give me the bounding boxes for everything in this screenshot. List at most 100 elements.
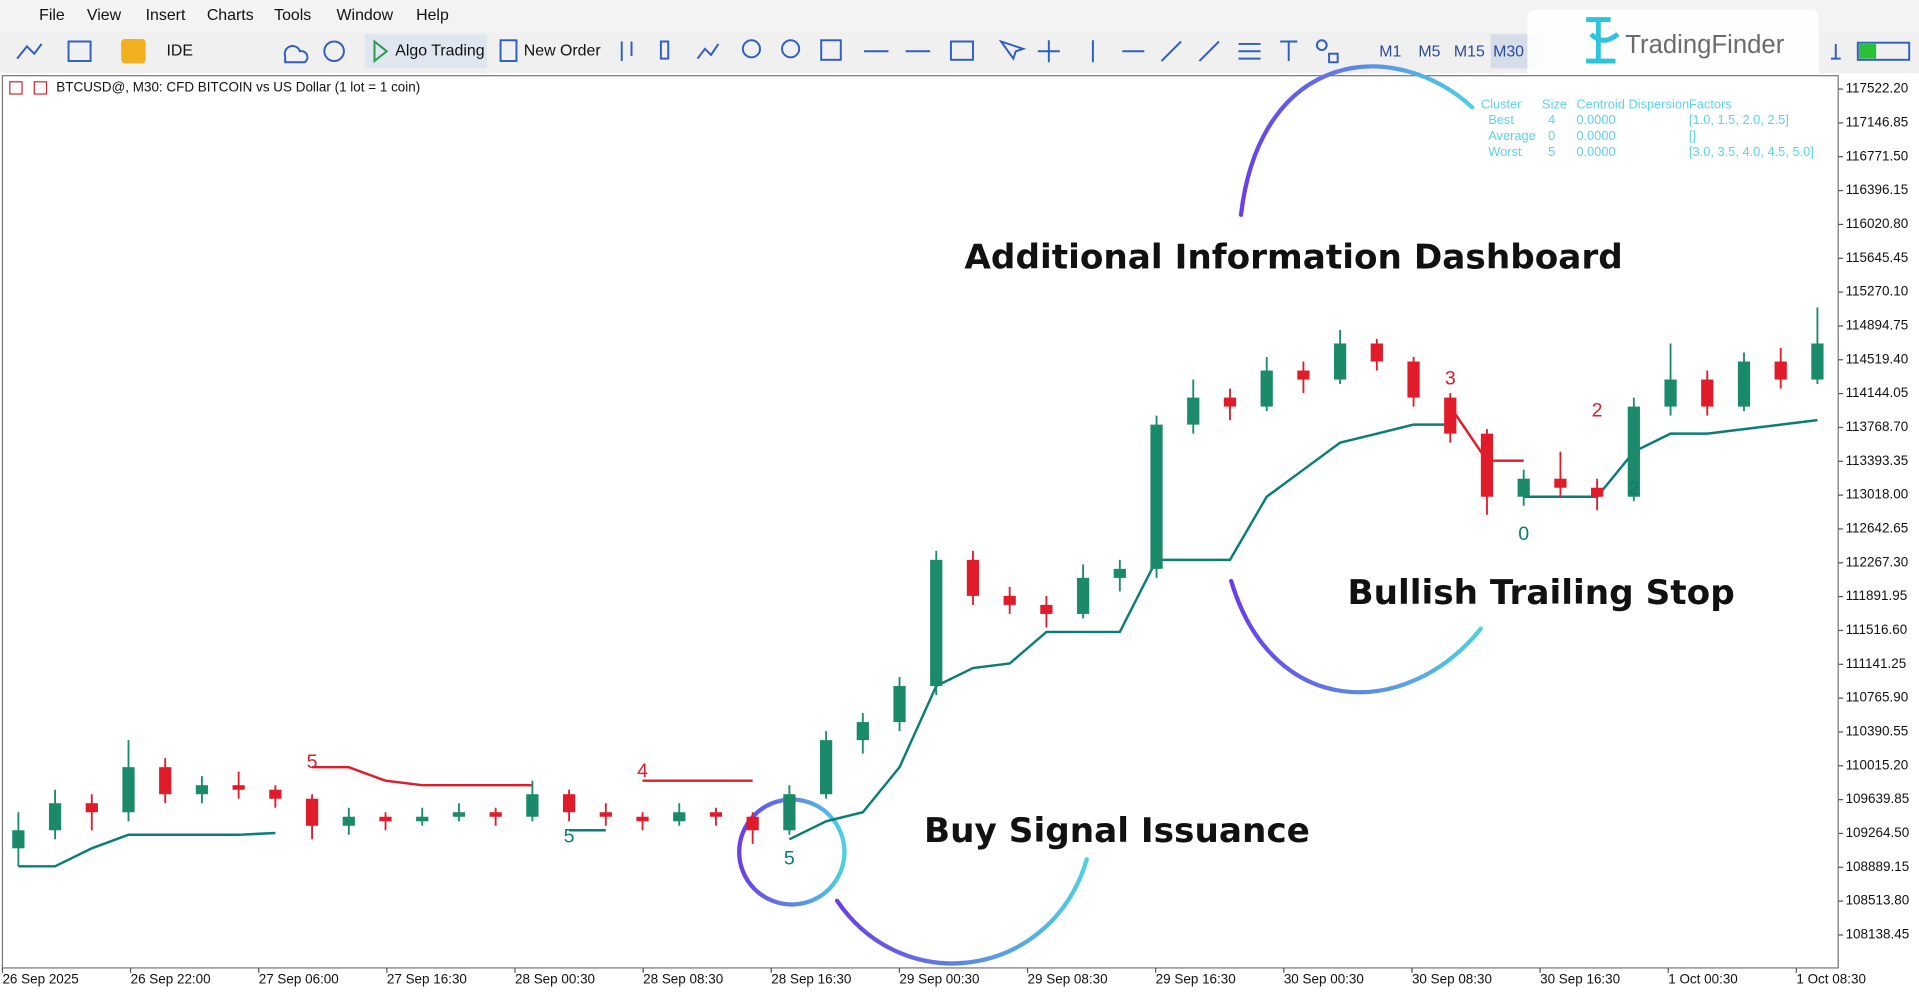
algo-button[interactable] [364,34,488,69]
dashboard-cell: 5 [1548,144,1555,159]
chart-area [1,75,1839,969]
menu-item[interactable]: Charts [207,7,254,24]
menu-item[interactable]: Tools [274,7,311,24]
candle-body [1444,397,1457,434]
x-tick-label: 29 Sep 16:30 [1156,972,1236,987]
candle-body [1480,433,1494,497]
menu-item[interactable]: File [39,7,65,24]
menu-item[interactable]: Window [337,7,394,24]
y-tick-label: 115645.45 [1846,250,1909,265]
dashboard-cell: [1.0, 1.5, 2.0, 2.5] [1689,112,1789,127]
dashboard-cell: [3.0, 3.5, 4.0, 4.5, 5.0] [1689,144,1814,159]
candle-body [305,798,319,826]
signal-label: 5 [564,826,575,848]
dashboard-cell: 0.0000 [1576,144,1615,159]
candle-body [819,740,833,795]
candle-body [526,794,539,817]
dashboard-header: Centroid Dispersion [1576,96,1689,111]
y-tick-label: 113018.00 [1846,487,1909,502]
candle-body [48,803,62,831]
y-tick-label: 117522.20 [1846,81,1909,96]
x-tick-label: 27 Sep 06:00 [259,972,339,987]
candle-body [1774,361,1787,380]
candle-body [232,785,245,790]
timeframe[interactable]: M5 [1418,44,1440,61]
candle-body [636,816,649,822]
timeframe[interactable]: M30 [1493,44,1524,61]
logo: TradingFinder [1625,31,1784,59]
icon [9,81,23,95]
dashboard-header: Size [1542,96,1567,111]
dashboard-cell: Best [1488,112,1514,127]
candle-body [1664,379,1677,407]
candle-body [1223,397,1237,407]
signal-label: 0 [1518,523,1529,545]
y-tick-label: 116020.80 [1846,216,1909,231]
menu-item[interactable]: Help [416,7,449,24]
candle-body [1627,406,1640,497]
candle-body [1811,343,1824,380]
dashboard-cell: Worst [1488,144,1522,159]
toolbar-button[interactable]: IDE [166,42,193,59]
dashboard-cell: 0.0000 [1576,128,1615,143]
toolbar-button[interactable]: Algo Trading [395,42,484,59]
candle-body [783,794,796,831]
candle-body [746,816,759,831]
trailing-stop [1523,418,1818,498]
candle-body [122,767,135,813]
candle-body [562,794,576,813]
signal-label: 5 [307,751,318,773]
x-tick-label: 28 Sep 16:30 [771,972,851,987]
annotation: Buy Signal Issuance [924,811,1310,851]
y-tick-label: 112267.30 [1846,554,1909,569]
candle-body [416,816,429,822]
candle-body [195,785,209,795]
trailing-stop [18,831,276,868]
x-tick-label: 1 Oct 08:30 [1796,972,1866,987]
signal-label: 5 [784,847,795,869]
candle-body [673,812,686,822]
timeframe[interactable]: M1 [1379,44,1401,61]
x-tick-label: 30 Sep 00:30 [1284,972,1364,987]
candle-body [1591,487,1604,497]
candle-body [159,767,172,795]
candle-body [1554,478,1567,488]
timeframe[interactable]: M15 [1454,44,1485,61]
candle-body [452,812,466,817]
y-tick-label: 109639.85 [1846,791,1910,806]
y-tick-label: 113768.70 [1846,419,1909,434]
menu-item[interactable]: Insert [146,7,186,24]
y-tick-label: 116396.15 [1846,182,1909,197]
signal-label: 3 [1445,368,1456,390]
y-tick-label: 110390.55 [1846,724,1909,739]
candle-body [856,722,869,741]
y-tick-label: 111516.60 [1846,622,1908,637]
candle-body [709,812,723,817]
y-tick-label: 108138.45 [1846,927,1910,942]
candle-body [342,816,355,826]
toolbar-icons [16,39,1911,64]
logo-icon [1586,17,1620,64]
icon [121,39,146,64]
annotation-arrows [737,64,1484,966]
candle-body [1333,343,1347,380]
trailing-stop [788,423,1451,841]
dashboard-cell: 0.0000 [1576,112,1615,127]
dashboard-cell: 4 [1548,112,1555,127]
y-tick-label: 111141.25 [1846,656,1907,671]
candle-body [1407,361,1420,398]
y-tick-label: 116771.50 [1846,148,1909,163]
x-tick-label: 26 Sep 2025 [2,972,78,987]
menu-item[interactable]: View [87,7,122,24]
x-tick-label: 28 Sep 08:30 [643,972,723,987]
dashboard-header: Cluster [1481,96,1522,111]
y-tick-label: 109264.50 [1846,825,1910,840]
y-tick-label: 110765.90 [1846,690,1909,705]
candle-body [599,812,612,817]
annotation: Bullish Trailing Stop [1347,573,1734,613]
candle-body [1076,577,1090,614]
x-tick-label: 27 Sep 16:30 [387,972,467,987]
toolbar-button[interactable]: New Order [524,42,602,59]
candle-body [1113,568,1126,578]
